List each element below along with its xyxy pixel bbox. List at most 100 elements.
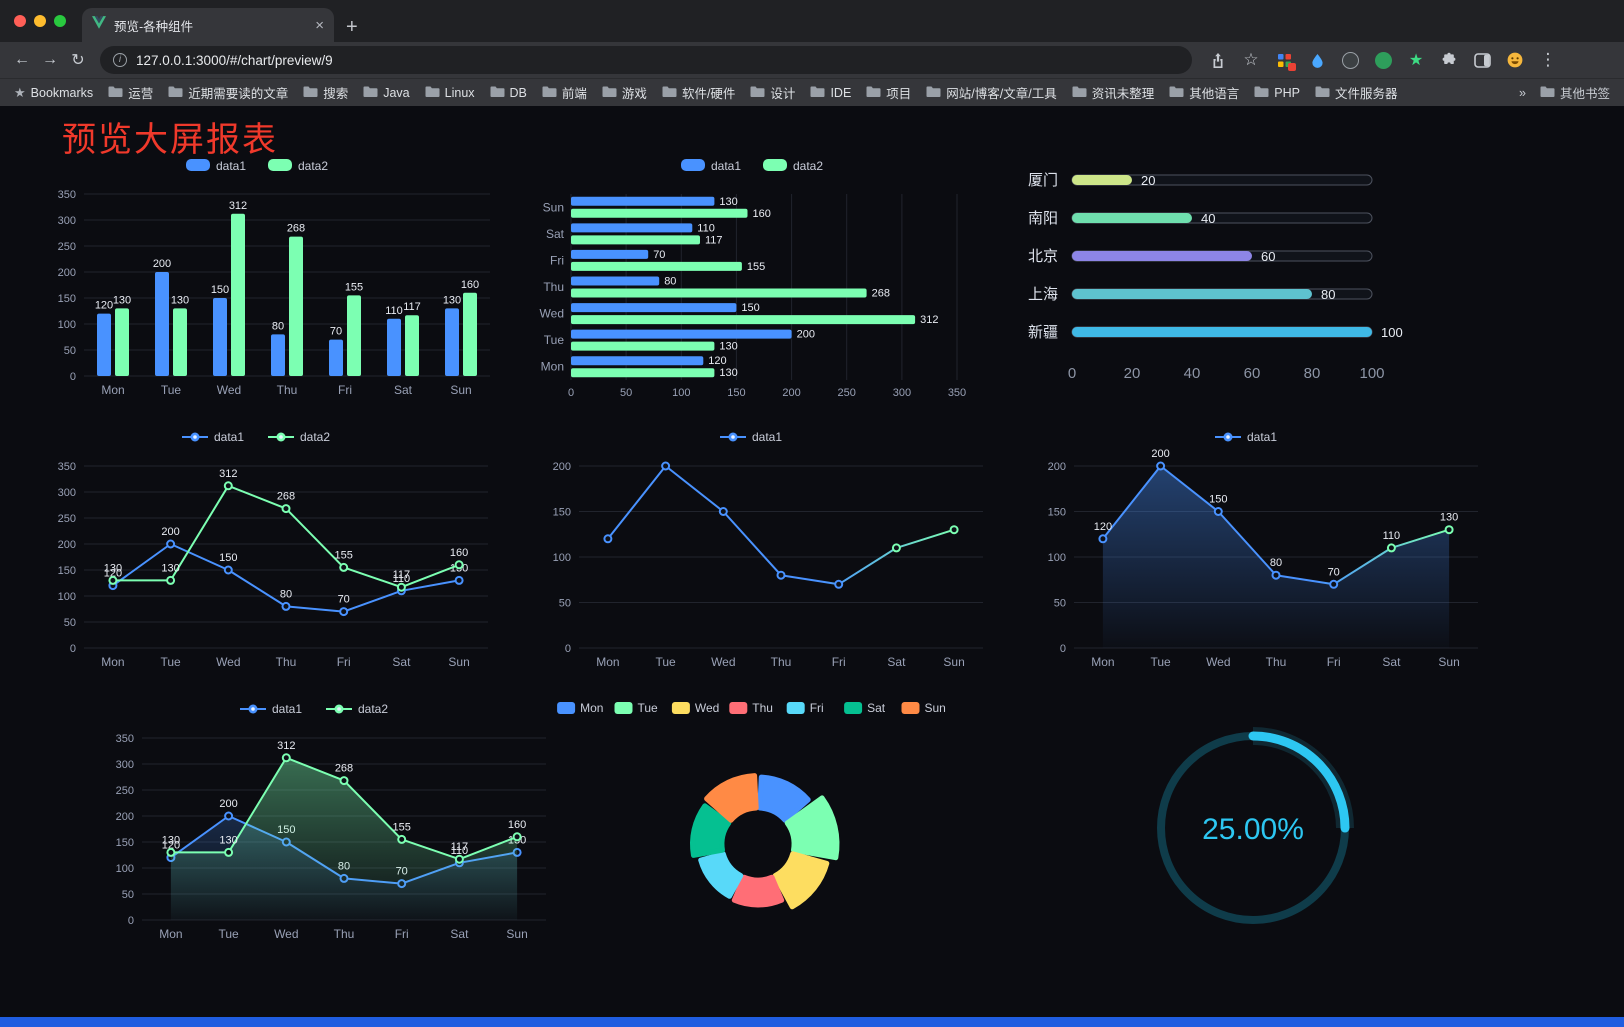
svg-text:Tue: Tue xyxy=(1150,655,1171,669)
folder-icon xyxy=(542,85,557,101)
svg-text:100: 100 xyxy=(1381,325,1403,340)
bookmark-folder[interactable]: PHP xyxy=(1254,85,1300,101)
chart-gradient-line[interactable]: 0 50 100 150 200 Mon Tue Wed Thu Fri Sat Sun data1 xyxy=(523,422,1018,680)
tab-strip: 预览-各种组件 × + xyxy=(0,0,1624,42)
svg-text:155: 155 xyxy=(345,281,363,293)
svg-text:Tue: Tue xyxy=(160,655,181,669)
svg-text:250: 250 xyxy=(58,513,76,525)
svg-text:Tue: Tue xyxy=(218,927,239,941)
ext-grid-icon[interactable] xyxy=(1272,48,1296,72)
bookmark-item-bookmarks[interactable]: ★ Bookmarks xyxy=(14,85,93,101)
bookmark-folder[interactable]: 前端 xyxy=(542,83,587,102)
svg-text:130: 130 xyxy=(719,367,737,379)
bookmark-folder[interactable]: 文件服务器 xyxy=(1315,83,1397,102)
other-bookmarks-folder[interactable]: 其他书签 xyxy=(1540,83,1610,102)
svg-text:Fri: Fri xyxy=(395,927,409,941)
site-info-icon[interactable]: i xyxy=(113,53,127,67)
svg-text:120: 120 xyxy=(162,840,180,852)
bookmark-star-icon[interactable]: ☆ xyxy=(1243,50,1259,69)
svg-text:80: 80 xyxy=(664,276,676,288)
svg-text:130: 130 xyxy=(1440,512,1458,524)
chart-area-line[interactable]: 0 50 100 150 200 Mon Tue Wed Thu Fri Sat Sun 120 200 1… xyxy=(1018,422,1493,680)
avatar-dark-icon[interactable] xyxy=(1338,48,1362,72)
svg-text:200: 200 xyxy=(219,798,237,810)
svg-text:25.00%: 25.00% xyxy=(1202,813,1304,846)
chart-rose-donut[interactable]: Mon Tue Wed Thu Fri Sat Sun xyxy=(523,694,1018,952)
svg-text:Mon: Mon xyxy=(580,701,603,715)
svg-text:200: 200 xyxy=(116,811,134,823)
svg-text:312: 312 xyxy=(920,314,938,326)
bookmark-folder[interactable]: 资讯未整理 xyxy=(1072,83,1154,102)
bookmark-folder[interactable]: 运营 xyxy=(108,83,153,102)
svg-text:150: 150 xyxy=(741,302,759,314)
svg-text:Sun: Sun xyxy=(943,655,964,669)
bookmark-folder[interactable]: 设计 xyxy=(750,83,795,102)
bookmark-folder[interactable]: 游戏 xyxy=(602,83,647,102)
share-icon[interactable] xyxy=(1206,48,1230,72)
svg-text:80: 80 xyxy=(1321,287,1335,302)
emoji-extension-icon[interactable] xyxy=(1503,48,1527,72)
svg-text:130: 130 xyxy=(719,196,737,208)
svg-text:50: 50 xyxy=(64,617,76,629)
svg-text:268: 268 xyxy=(872,288,890,300)
folder-icon xyxy=(1315,85,1330,101)
svg-text:200: 200 xyxy=(553,461,571,473)
toolbar-icons: ☆ ★ ⋮ xyxy=(1200,48,1566,72)
chart-progress-bars[interactable]: 厦门 20 南阳 40 北京 60 上海 80 新疆 100 0 20 40 60 80 100 xyxy=(1018,156,1493,414)
bookmark-folder[interactable]: 近期需要读的文章 xyxy=(168,83,288,102)
bookmark-folder[interactable]: Linux xyxy=(425,85,475,101)
svg-text:Wed: Wed xyxy=(1206,655,1230,669)
tab-close-icon[interactable]: × xyxy=(315,16,324,34)
svg-text:110: 110 xyxy=(1383,530,1401,542)
blue-drop-extension-icon[interactable] xyxy=(1305,48,1329,72)
svg-text:110: 110 xyxy=(451,845,469,857)
svg-text:100: 100 xyxy=(672,387,690,399)
svg-text:130: 130 xyxy=(162,834,180,846)
svg-text:Sat: Sat xyxy=(546,227,565,241)
folder-icon xyxy=(168,85,183,101)
svg-text:40: 40 xyxy=(1184,365,1201,382)
svg-text:70: 70 xyxy=(1328,566,1340,578)
svg-text:Thu: Thu xyxy=(277,383,298,397)
chart-multi-area-line[interactable]: 0 50 100 150 200 250 300 350 Mon Tue Wed Thu Fri Sat S… xyxy=(86,694,546,952)
close-window-button[interactable] xyxy=(14,15,26,27)
forward-icon[interactable]: → xyxy=(42,51,58,68)
svg-text:Tue: Tue xyxy=(638,701,659,715)
chart-grouped-bar[interactable]: 0 50 100 150 200 250 300 350 Mon Tue Wed Thu Fri Sat S… xyxy=(28,150,523,408)
bookmark-folder[interactable]: 网站/博客/文章/工具 xyxy=(926,83,1057,102)
svg-text:350: 350 xyxy=(58,189,76,201)
avatar-green-icon[interactable] xyxy=(1371,48,1395,72)
bookmark-folder[interactable]: DB xyxy=(490,85,527,101)
svg-text:Tue: Tue xyxy=(544,333,565,347)
svg-text:70: 70 xyxy=(338,594,350,606)
back-icon[interactable]: ← xyxy=(14,51,30,68)
svg-text:350: 350 xyxy=(948,387,966,399)
extensions-puzzle-icon[interactable] xyxy=(1437,48,1461,72)
reload-icon[interactable]: ↻ xyxy=(71,52,85,69)
minimize-window-button[interactable] xyxy=(34,15,46,27)
folder-icon xyxy=(490,85,505,101)
chart-gauge-progress[interactable]: 25.00% xyxy=(1018,694,1493,952)
kebab-menu-icon[interactable]: ⋮ xyxy=(1539,50,1557,69)
bookmark-folder[interactable]: IDE xyxy=(810,85,851,101)
sidebar-toggle-icon[interactable] xyxy=(1470,48,1494,72)
chart-multi-line[interactable]: 0 50 100 150 200 250 300 350 Mon Tue Wed Thu Fri Sat S… xyxy=(28,422,523,680)
maximize-window-button[interactable] xyxy=(54,15,66,27)
other-bookmarks-label: 其他书签 xyxy=(1559,87,1610,101)
new-tab-button[interactable]: + xyxy=(346,16,358,38)
folder-icon xyxy=(1072,85,1087,101)
bookmarks-overflow-chevron[interactable]: » xyxy=(1519,85,1526,100)
bookmark-folder[interactable]: 软件/硬件 xyxy=(662,83,735,102)
folder-icon xyxy=(363,85,378,101)
bookmark-folder[interactable]: 搜索 xyxy=(303,83,348,102)
browser-tab[interactable]: 预览-各种组件 × xyxy=(82,8,334,42)
svg-text:120: 120 xyxy=(1094,521,1112,533)
chart-horizontal-bar[interactable]: 0 50 100 150 200 250 300 350 Mon 120 130 Tue 200 130 W… xyxy=(523,150,1018,408)
bookmark-folder[interactable]: 其他语言 xyxy=(1169,83,1239,102)
bookmark-folder[interactable]: 项目 xyxy=(866,83,911,102)
bookmark-folder[interactable]: Java xyxy=(363,85,410,101)
svg-text:Thu: Thu xyxy=(771,655,792,669)
svg-text:312: 312 xyxy=(277,740,295,752)
green-star-extension-icon[interactable]: ★ xyxy=(1408,52,1424,69)
address-bar[interactable]: i 127.0.0.1:3000/#/chart/preview/9 xyxy=(100,46,1192,74)
